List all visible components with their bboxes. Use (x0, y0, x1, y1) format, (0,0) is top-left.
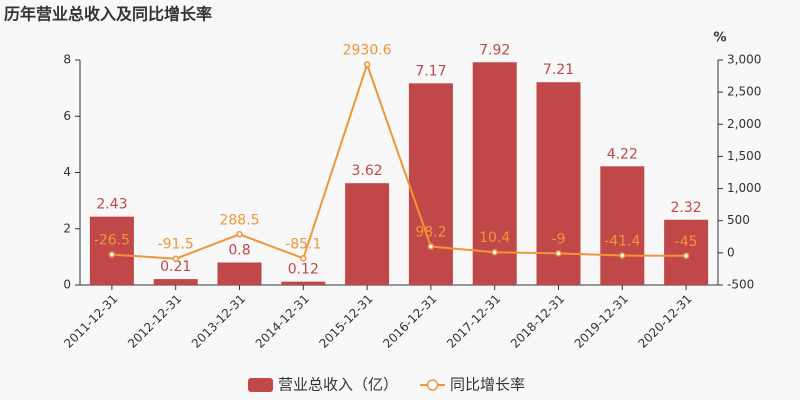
line-marker (555, 250, 562, 257)
legend-swatch (248, 378, 273, 392)
y-tick-label: 2 (63, 221, 71, 235)
line-value-label: -9 (552, 231, 566, 247)
bar-value-label: 7.21 (543, 62, 574, 78)
line-value-label: 2930.6 (343, 42, 392, 58)
line-marker (236, 231, 243, 238)
y2-tick-label: 3,000 (727, 53, 761, 67)
line-value-label: -45 (675, 234, 698, 250)
bar-value-label: 7.17 (415, 63, 446, 79)
line-marker (172, 255, 179, 262)
bar-value-label: 4.22 (607, 146, 638, 162)
line-value-label: -26.5 (94, 233, 130, 249)
x-tick-label: 2019-12-31 (572, 292, 631, 351)
y-tick-label: 8 (63, 53, 71, 67)
line-marker (363, 61, 371, 68)
bar-value-label: 0.12 (288, 262, 319, 278)
bar-value-label: 7.92 (479, 42, 510, 58)
y-tick-label: 4 (63, 165, 71, 179)
line-value-label: -85.1 (285, 236, 321, 252)
bar (153, 279, 198, 285)
bar-value-label: 2.32 (671, 200, 702, 216)
line-marker (108, 251, 116, 258)
bar-value-label: 3.62 (352, 163, 383, 179)
x-tick-label: 2020-12-31 (635, 292, 694, 351)
line-value-label: 288.5 (219, 212, 259, 228)
bar (664, 219, 709, 285)
y2-axis-label: % (713, 31, 726, 46)
line-marker (427, 243, 435, 250)
y2-tick-label: 0 (727, 245, 735, 259)
x-tick-label: 2012-12-31 (125, 292, 184, 351)
y2-tick-label: 1,500 (727, 149, 761, 163)
line-value-label: 98.2 (415, 225, 446, 241)
y2-tick-label: 500 (727, 213, 750, 227)
x-tick-label: 2015-12-31 (316, 292, 375, 351)
legend-label: 营业总收入（亿） (278, 376, 398, 394)
y2-tick-label: 2,500 (727, 85, 761, 99)
line (111, 61, 687, 260)
bar (472, 62, 517, 285)
x-tick-label: 2016-12-31 (380, 292, 439, 351)
chart-title: 历年营业总收入及同比增长率 (4, 5, 212, 24)
bar (89, 216, 134, 285)
bar (281, 281, 326, 285)
y-tick-label: 6 (63, 109, 71, 123)
y2-tick-label: 2,000 (727, 117, 761, 131)
line-marker (300, 255, 307, 262)
bar-value-label: 0.8 (228, 243, 250, 259)
bar (600, 166, 645, 285)
x-tick-label: 2011-12-31 (61, 292, 120, 351)
y2-tick-label: 1,000 (727, 181, 761, 195)
x-tick-label: 2018-12-31 (508, 292, 567, 351)
bar (345, 183, 390, 285)
x-tick-label: 2013-12-31 (189, 292, 248, 351)
bar (408, 83, 453, 285)
line-value-label: 10.4 (479, 230, 510, 246)
bar-value-label: 0.21 (160, 259, 191, 275)
y2-tick-label: -500 (727, 278, 754, 292)
legend-swatch-marker (426, 379, 439, 391)
line-marker (619, 252, 626, 259)
line-value-label: -91.5 (158, 237, 194, 253)
x-tick-label: 2014-12-31 (253, 292, 312, 351)
line-marker (491, 248, 498, 256)
line-value-label: -41.4 (604, 234, 640, 250)
line-marker (682, 252, 690, 259)
bar-value-label: 2.43 (96, 197, 127, 213)
x-tick-label: 2017-12-31 (444, 292, 503, 351)
y-tick-label: 0 (63, 278, 71, 292)
legend-label: 同比增长率 (450, 376, 525, 394)
bar (217, 262, 262, 285)
